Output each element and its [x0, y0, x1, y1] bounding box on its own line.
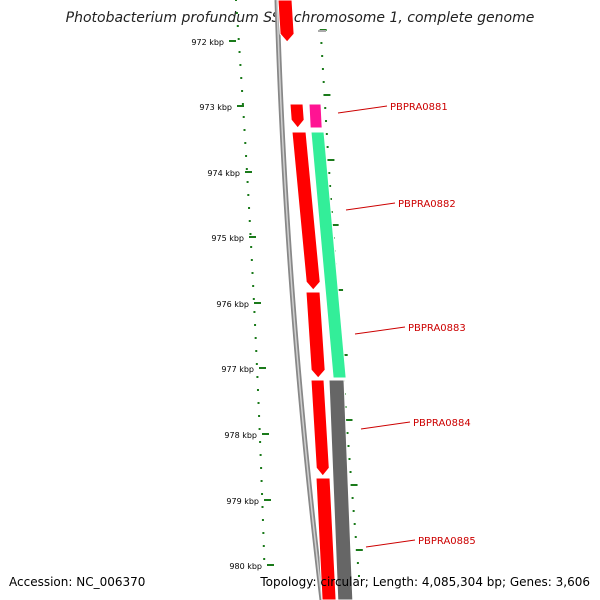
cds-feature-block [310, 379, 330, 477]
scale-tick-label: 974 kbp [207, 169, 240, 178]
gene-label-leader-line [354, 326, 406, 335]
scale-tick-label: 973 kbp [199, 103, 232, 112]
gene-labels: PBPRA0881 PBPRA0882 PBPRA0883 PBPRA0884 PBPR… [337, 102, 476, 548]
grey-feature-block [328, 379, 354, 600]
cds-feature-block [277, 0, 295, 43]
gene-label-leader-line [345, 202, 396, 211]
scale-tick-label: 972 kbp [191, 38, 224, 47]
gene-label: PBPRA0884 [413, 418, 471, 429]
mrna-feature-block [310, 131, 347, 379]
map-title: Photobacterium profundum SS9 chromosome … [65, 10, 535, 26]
trna-feature-block [308, 103, 323, 129]
cds-feature-block [305, 291, 326, 379]
genome-backbone-highlight [276, 0, 323, 600]
scale-tick-label: 978 kbp [224, 431, 257, 440]
gene-label: PBPRA0882 [398, 199, 456, 210]
gene-label-leader-line [337, 105, 388, 114]
gene-label: PBPRA0883 [408, 323, 466, 334]
genome-summary-text: Topology: circular; Length: 4,085,304 bp… [260, 575, 590, 589]
cds-feature-block [315, 477, 337, 600]
scale-tick-label: 979 kbp [226, 497, 259, 506]
gene-label-leader-line [360, 421, 411, 430]
feature-tracks [274, 0, 354, 600]
gene-label-leader-line [365, 539, 416, 548]
accession-text: Accession: NC_006370 [9, 575, 146, 589]
gene-label: PBPRA0881 [390, 102, 448, 113]
scale-tick-label: 980 kbp [229, 562, 262, 571]
cds-feature-block [289, 103, 305, 129]
scale-tick-label: 976 kbp [216, 300, 249, 309]
scale-tick-label: 977 kbp [221, 365, 254, 374]
scale-tick-label: 975 kbp [211, 234, 244, 243]
gene-label: PBPRA0885 [418, 536, 476, 547]
cds-feature-block [291, 131, 321, 291]
